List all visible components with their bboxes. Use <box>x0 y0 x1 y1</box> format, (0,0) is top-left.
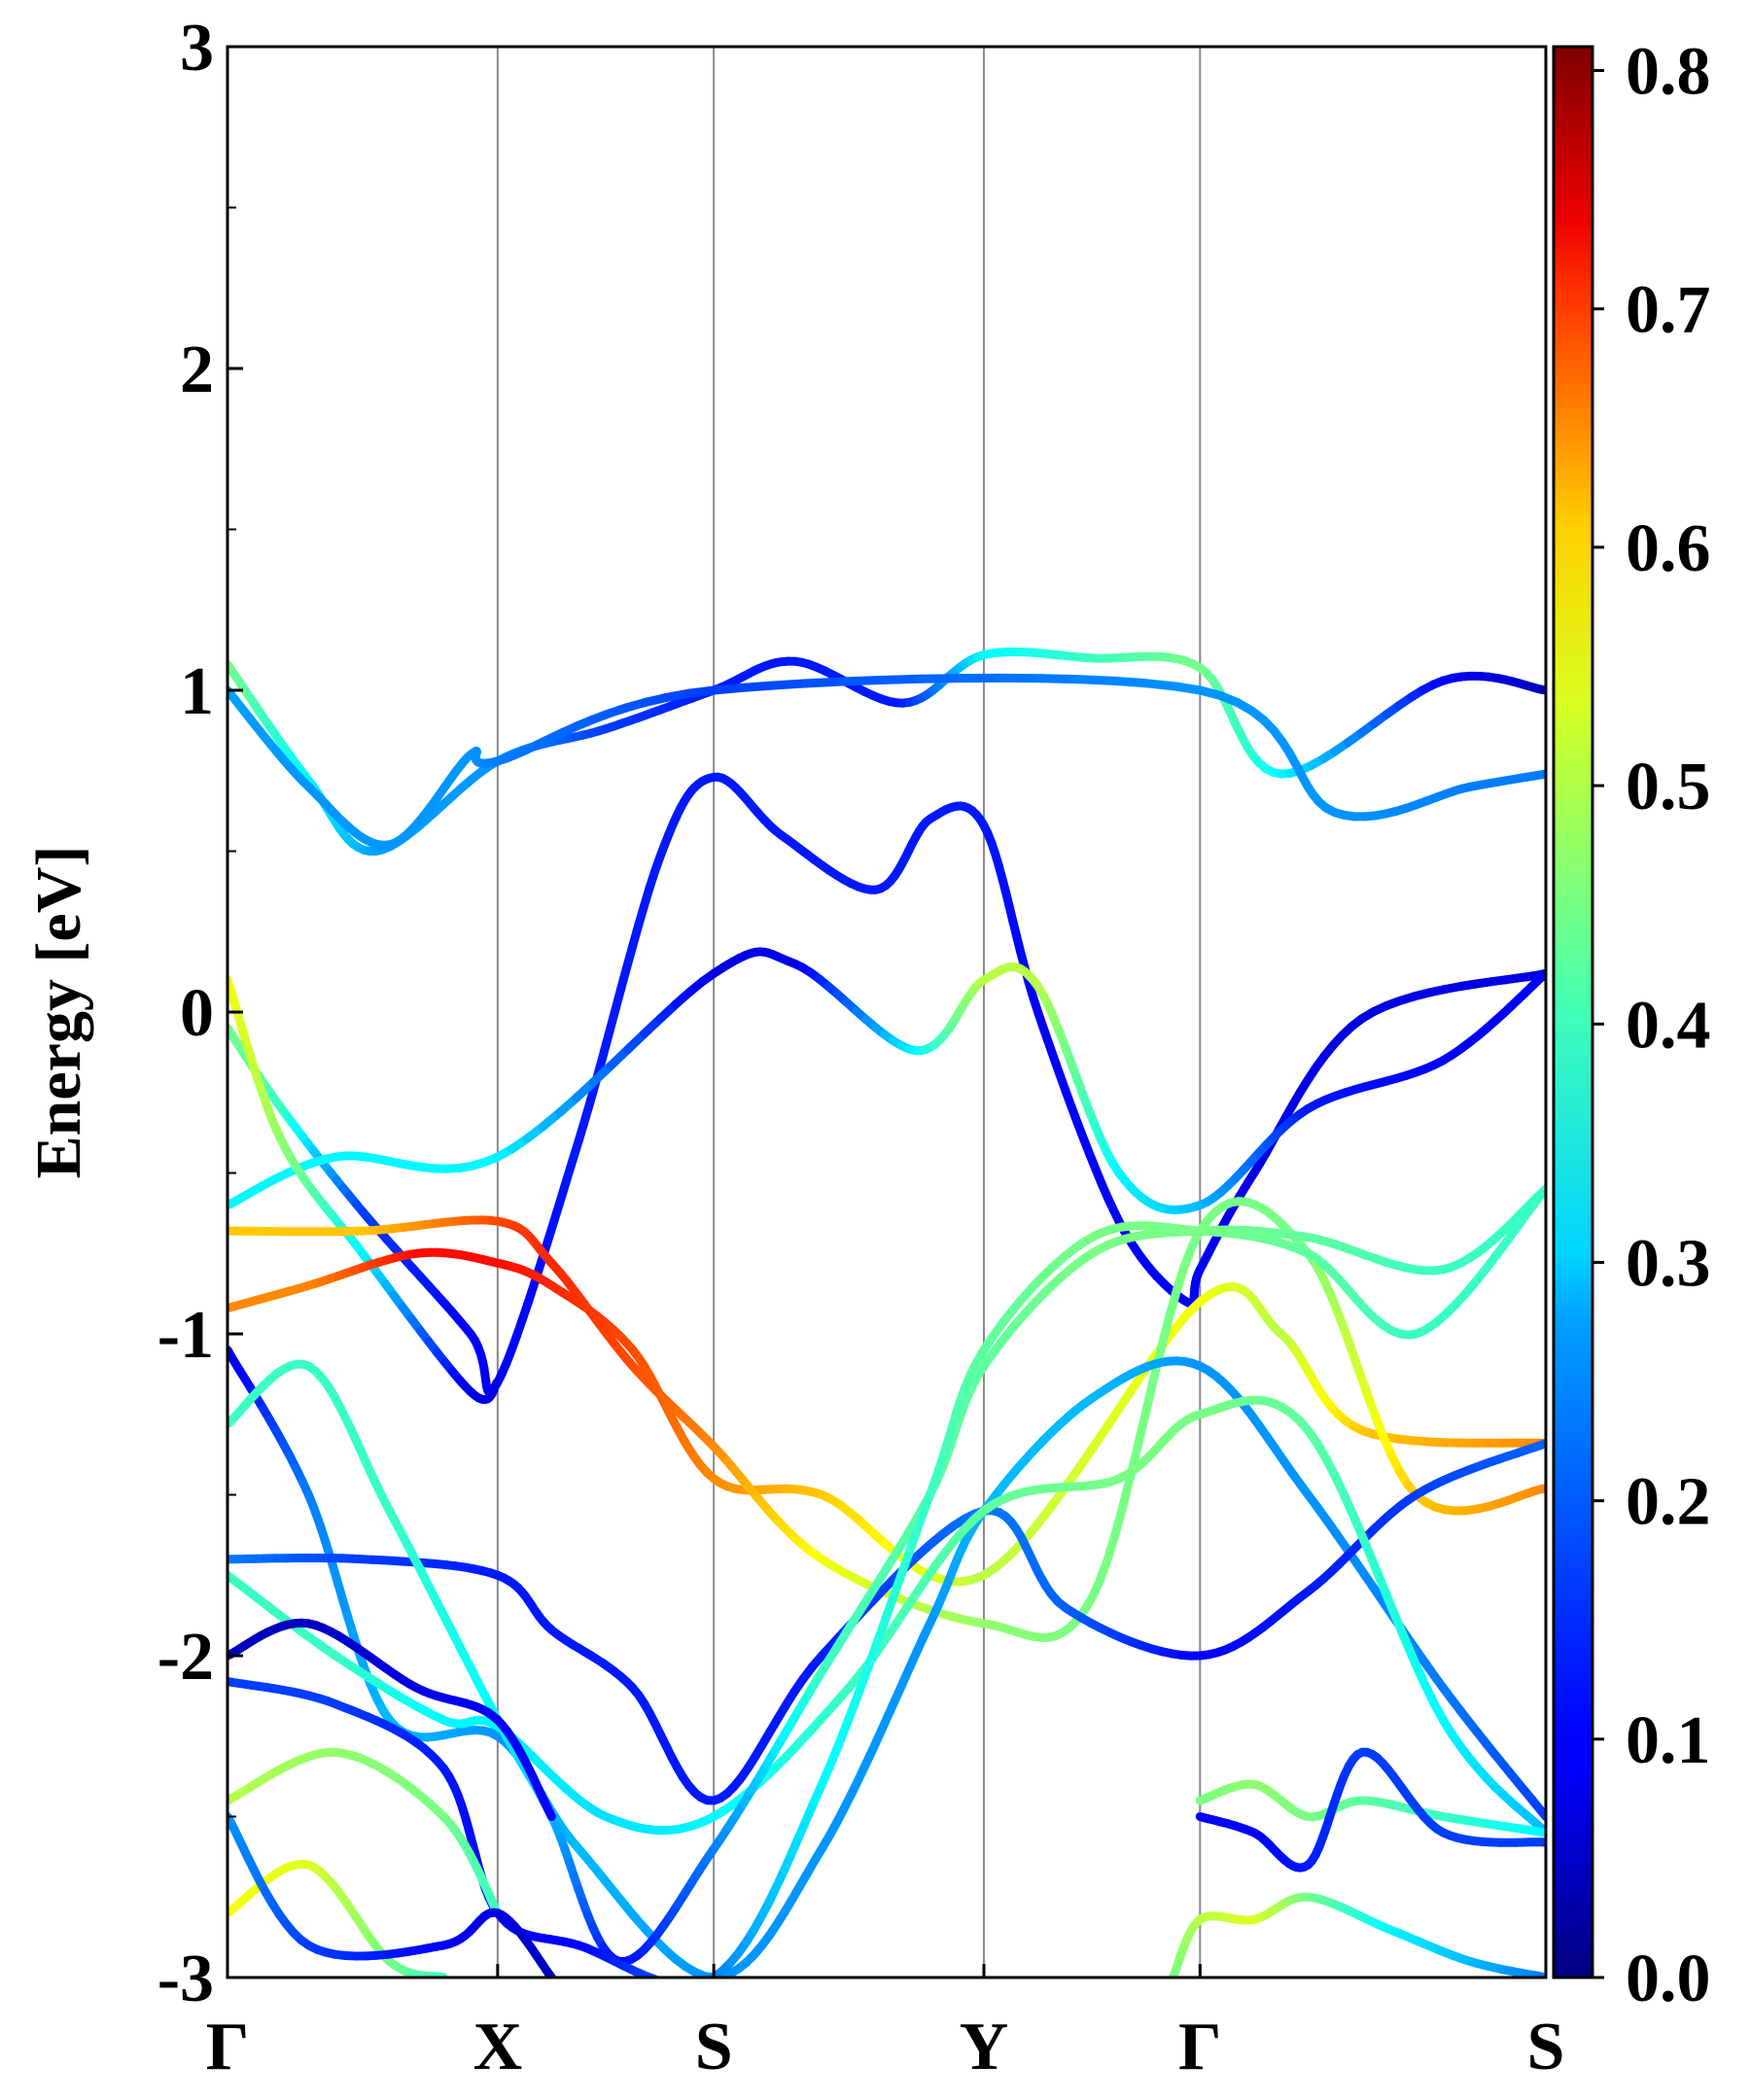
band-segment <box>1025 1509 1050 1539</box>
y-tick-label: 3 <box>180 11 214 86</box>
y-tick-label: 0 <box>180 976 214 1051</box>
band-segment <box>1074 675 1119 685</box>
band-b6 <box>228 1247 1546 1587</box>
band-segment <box>695 1982 705 1985</box>
band-segment <box>767 679 811 690</box>
colorbar-tick-label: 0.2 <box>1626 1465 1711 1540</box>
band-segment <box>1141 1374 1159 1417</box>
band-b7 <box>228 1197 1546 1642</box>
band-b19 <box>1195 1747 1546 1872</box>
band-segment <box>665 1982 676 1984</box>
band-segment <box>1371 1564 1391 1598</box>
y-axis: 3 2 1 0 -1 -2 -3 <box>158 11 243 2016</box>
colorbar: 0.0 0.1 0.2 0.3 0.4 0.5 0.6 0.7 0.8 <box>1552 35 1711 2016</box>
colorbar-tick-label: 0.4 <box>1626 988 1711 1063</box>
x-tick-label: Γ <box>206 2010 250 2084</box>
band-segment <box>1157 1312 1174 1352</box>
y-tick-label: 1 <box>180 654 214 729</box>
x-tick-label: S <box>1527 2010 1565 2084</box>
band-segment <box>709 683 746 695</box>
band-b10 <box>228 1395 1546 1838</box>
colorbar-tick-label: 0.7 <box>1626 273 1711 348</box>
colorbar-ticks: 0.0 0.1 0.2 0.3 0.4 0.5 0.6 0.7 0.8 <box>1592 35 1711 2016</box>
band-segment <box>1361 1540 1381 1574</box>
y-tick-label: 2 <box>180 332 214 407</box>
x-tick-label: X <box>473 2010 523 2084</box>
x-tick-label: Y <box>960 2010 1009 2084</box>
band-segment <box>1109 676 1151 688</box>
colorbar-tick-label: 0.1 <box>1626 1703 1711 1778</box>
band-segment <box>838 676 887 686</box>
band-b16 <box>228 1812 556 1978</box>
colorbar-tick-label: 0.3 <box>1626 1226 1711 1301</box>
y-tick-label: -1 <box>158 1298 214 1373</box>
band-segment <box>685 1984 695 1985</box>
band-segment <box>1102 1530 1120 1564</box>
band-segment <box>1041 1487 1068 1519</box>
band-segment <box>492 1378 503 1387</box>
band-segment <box>1075 1437 1102 1472</box>
band-segment <box>917 674 966 683</box>
band-b14 <box>228 1747 503 1918</box>
x-tick-label: Γ <box>1178 2010 1222 2084</box>
band-segment <box>650 1975 664 1978</box>
colorbar-tick-label: 0.8 <box>1626 35 1711 110</box>
colorbar-tick-label: 0.0 <box>1626 1942 1711 2016</box>
band-segment <box>676 1984 685 1985</box>
y-tick-label: -3 <box>158 1942 214 2016</box>
band-segment <box>1165 1285 1181 1322</box>
band-segment <box>1092 1412 1119 1447</box>
band-segment <box>1110 1502 1128 1539</box>
band-segment <box>544 1807 556 1821</box>
band-segment <box>1141 679 1180 691</box>
y-tick-label: -2 <box>158 1620 214 1695</box>
band-b4 <box>228 947 1546 1214</box>
band-segment <box>736 681 777 692</box>
band-segment <box>877 674 927 684</box>
band-cb-lower <box>228 673 1546 850</box>
colorbar-gradient <box>1552 45 1594 1979</box>
band-lines <box>228 648 1546 1985</box>
colorbar-tick-label: 0.5 <box>1626 750 1711 824</box>
band-segment <box>1036 674 1084 684</box>
band-b11 <box>228 1184 1546 1966</box>
band-segment <box>802 677 848 688</box>
band-segment <box>1109 1386 1136 1421</box>
band-segment <box>1382 1590 1401 1624</box>
band-b8 <box>228 1346 1546 1978</box>
band-b18 <box>1169 1892 1546 1978</box>
y-axis-title: Energy [eV] <box>23 846 94 1179</box>
band-b3 <box>228 772 1546 1397</box>
x-tick-label: S <box>695 2010 733 2084</box>
colorbar-tick-label: 0.6 <box>1626 511 1711 586</box>
band-segment <box>1118 1471 1136 1511</box>
band-b5 <box>228 975 503 1405</box>
band-segment <box>1134 1407 1151 1449</box>
